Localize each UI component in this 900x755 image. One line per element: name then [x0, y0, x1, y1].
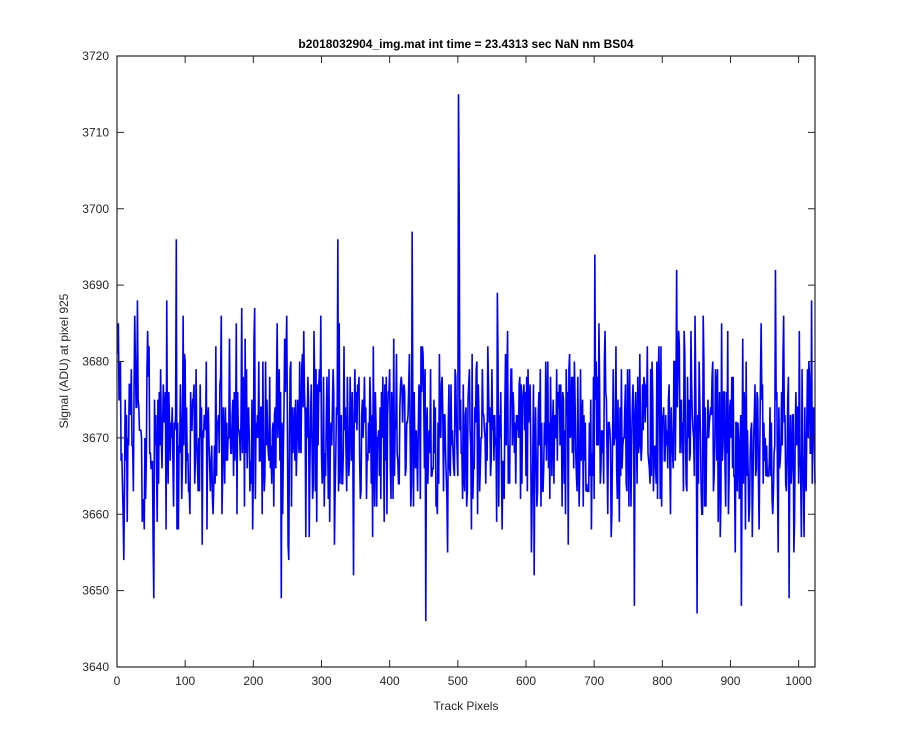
x-tick-label: 400 [380, 674, 400, 688]
y-axis-label: Signal (ADU) at pixel 925 [57, 293, 71, 428]
y-tick-label: 3720 [82, 49, 109, 63]
chart-title: b2018032904_img.mat int time = 23.4313 s… [298, 37, 634, 51]
x-tick-label: 0 [114, 674, 121, 688]
x-tick-label: 700 [584, 674, 604, 688]
y-tick-label: 3680 [82, 355, 109, 369]
y-tick-label: 3670 [82, 431, 109, 445]
y-tick-label: 3650 [82, 584, 109, 598]
y-tick-label: 3640 [82, 660, 109, 674]
x-tick-label: 200 [243, 674, 263, 688]
x-tick-label: 1000 [785, 674, 812, 688]
x-tick-label: 600 [516, 674, 536, 688]
x-tick-label: 500 [448, 674, 468, 688]
y-tick-label: 3690 [82, 278, 109, 292]
axes-layer: 0 100 200 300 400 500 600 700 800 900 1000 3640 3650… [82, 49, 816, 688]
x-tick-label: 100 [175, 674, 195, 688]
x-tick-label: 800 [652, 674, 672, 688]
x-axis-label: Track Pixels [434, 699, 499, 713]
series-layer [116, 94, 816, 622]
y-tick-label: 3710 [82, 125, 109, 139]
series-line-signal [116, 94, 816, 622]
x-tick-label: 900 [720, 674, 740, 688]
y-tick-label: 3660 [82, 507, 109, 521]
y-tick-label: 3700 [82, 202, 109, 216]
x-tick-label: 300 [311, 674, 331, 688]
